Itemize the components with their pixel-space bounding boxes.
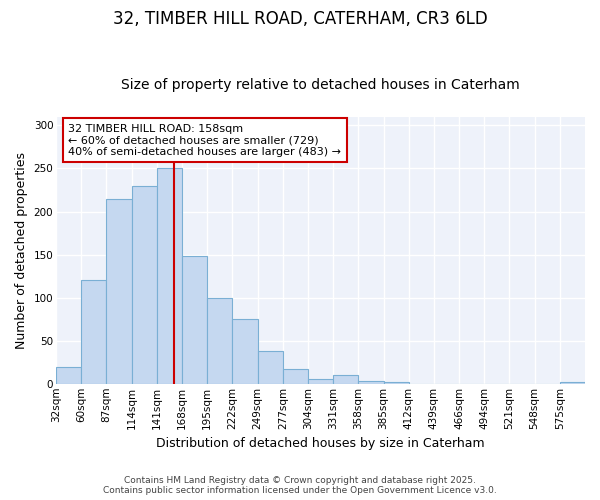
Bar — [232, 319, 257, 384]
Y-axis label: Number of detached properties: Number of detached properties — [15, 152, 28, 349]
Bar — [106, 198, 131, 384]
Bar — [283, 369, 308, 384]
Text: 32, TIMBER HILL ROAD, CATERHAM, CR3 6LD: 32, TIMBER HILL ROAD, CATERHAM, CR3 6LD — [113, 10, 487, 28]
Text: Contains HM Land Registry data © Crown copyright and database right 2025.
Contai: Contains HM Land Registry data © Crown c… — [103, 476, 497, 495]
Bar — [308, 380, 333, 384]
Bar — [333, 375, 358, 384]
Text: 32 TIMBER HILL ROAD: 158sqm
← 60% of detached houses are smaller (729)
40% of se: 32 TIMBER HILL ROAD: 158sqm ← 60% of det… — [68, 124, 341, 157]
Bar — [383, 382, 409, 384]
Bar — [81, 280, 106, 384]
Bar — [358, 381, 383, 384]
Bar — [131, 186, 157, 384]
Bar — [207, 298, 232, 384]
Bar — [56, 366, 81, 384]
X-axis label: Distribution of detached houses by size in Caterham: Distribution of detached houses by size … — [156, 437, 485, 450]
Bar — [257, 351, 283, 384]
Title: Size of property relative to detached houses in Caterham: Size of property relative to detached ho… — [121, 78, 520, 92]
Bar — [560, 382, 585, 384]
Bar — [157, 168, 182, 384]
Bar — [182, 256, 207, 384]
